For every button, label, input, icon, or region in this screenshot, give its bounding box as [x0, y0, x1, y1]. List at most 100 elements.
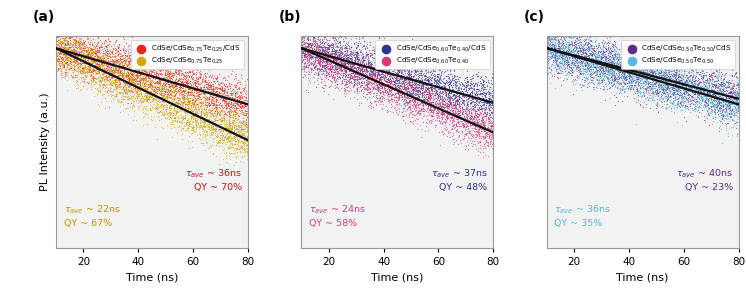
Point — [123, 67, 135, 72]
Point — [94, 72, 106, 77]
Point — [480, 132, 492, 137]
Point — [615, 88, 627, 92]
Point — [310, 44, 322, 49]
Point — [344, 66, 356, 71]
Point — [625, 80, 637, 85]
Point — [73, 51, 85, 56]
Point — [339, 58, 351, 63]
Point — [606, 48, 618, 53]
Point — [577, 67, 589, 72]
Point — [152, 79, 164, 84]
Point — [54, 65, 66, 70]
Point — [339, 57, 351, 62]
Point — [596, 74, 608, 79]
Point — [312, 43, 324, 48]
Point — [50, 46, 62, 50]
Point — [665, 61, 677, 66]
Point — [645, 59, 656, 64]
Point — [395, 86, 407, 91]
Point — [156, 86, 168, 91]
Point — [630, 73, 642, 78]
Point — [319, 59, 331, 64]
Point — [175, 88, 186, 92]
Point — [239, 124, 251, 128]
Point — [212, 84, 224, 89]
Point — [457, 106, 469, 111]
Point — [692, 109, 704, 114]
Point — [463, 107, 475, 111]
Point — [683, 101, 695, 106]
Point — [315, 69, 327, 74]
Point — [148, 104, 160, 109]
Point — [427, 106, 439, 111]
Point — [203, 80, 215, 85]
Point — [377, 55, 389, 60]
Point — [464, 116, 476, 121]
Point — [589, 52, 601, 57]
Point — [326, 76, 338, 81]
Point — [142, 92, 154, 97]
Point — [366, 47, 377, 52]
Point — [680, 64, 692, 69]
Point — [213, 86, 225, 91]
Point — [415, 66, 427, 70]
Point — [668, 85, 680, 90]
Point — [398, 64, 410, 69]
Point — [66, 59, 78, 64]
Point — [398, 91, 410, 96]
Point — [695, 99, 706, 104]
Point — [480, 87, 492, 92]
Point — [54, 63, 66, 67]
Point — [478, 103, 490, 108]
Point — [78, 84, 90, 88]
Point — [574, 53, 586, 58]
Point — [236, 154, 248, 159]
Point — [91, 53, 103, 58]
Point — [685, 96, 697, 101]
Point — [137, 87, 149, 92]
Point — [405, 86, 417, 91]
Point — [333, 53, 345, 58]
Point — [81, 60, 93, 65]
Point — [396, 73, 408, 78]
Point — [334, 34, 346, 39]
Point — [582, 42, 594, 47]
Point — [642, 82, 653, 87]
Point — [451, 97, 463, 102]
Point — [92, 69, 104, 73]
Point — [619, 82, 631, 86]
Point — [373, 83, 385, 88]
Point — [190, 127, 202, 131]
Point — [447, 123, 459, 128]
Point — [124, 67, 136, 72]
Point — [109, 65, 121, 70]
Point — [659, 90, 671, 95]
Point — [604, 35, 616, 40]
Point — [430, 79, 442, 84]
Point — [443, 109, 455, 114]
Point — [481, 89, 493, 94]
Point — [132, 97, 144, 102]
Point — [88, 67, 100, 72]
Point — [542, 26, 554, 31]
Point — [377, 66, 389, 71]
Point — [125, 53, 137, 57]
Point — [63, 48, 75, 53]
Point — [178, 88, 189, 93]
Point — [424, 104, 436, 108]
Point — [404, 65, 416, 69]
Point — [624, 84, 636, 89]
Point — [721, 93, 733, 98]
Point — [695, 87, 707, 92]
Point — [607, 54, 619, 59]
Point — [542, 44, 554, 49]
Point — [142, 65, 154, 69]
Point — [408, 95, 420, 99]
Point — [203, 96, 215, 101]
Point — [593, 70, 605, 75]
Point — [607, 73, 619, 78]
Point — [413, 80, 425, 85]
Point — [75, 61, 87, 66]
Point — [648, 70, 659, 75]
Point — [651, 68, 662, 72]
